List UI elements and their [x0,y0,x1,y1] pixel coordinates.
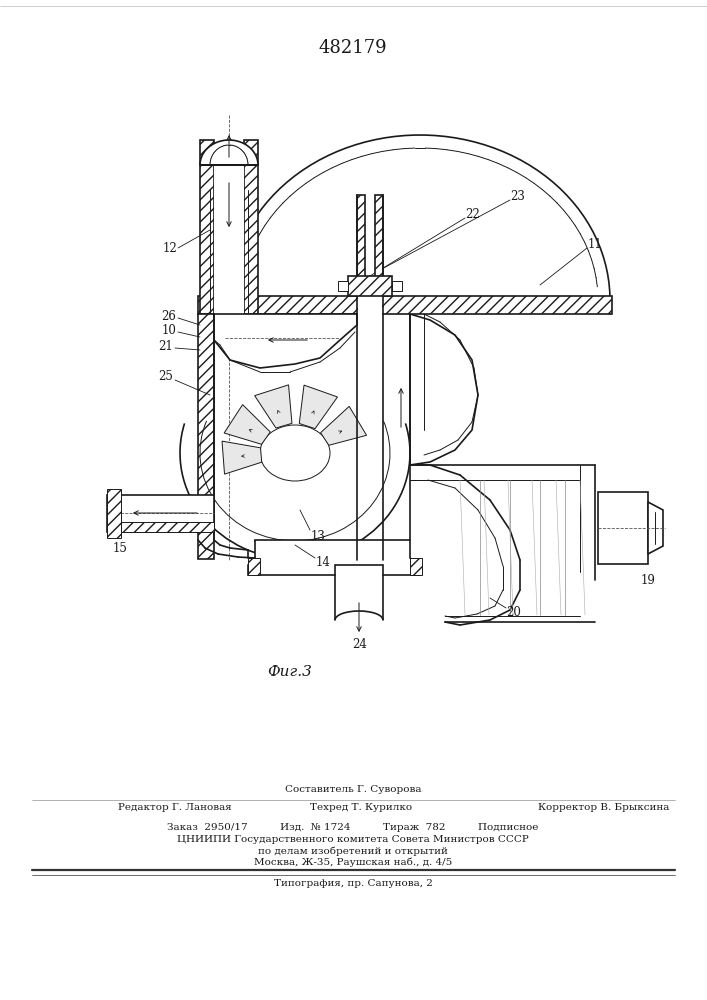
Text: ЦНИИПИ Государственного комитета Совета Министров СССР: ЦНИИПИ Государственного комитета Совета … [177,836,529,844]
Bar [358,295,382,560]
Text: 10: 10 [162,324,177,336]
Bar [198,314,214,559]
Text: 11: 11 [588,238,602,251]
Text: 24: 24 [353,638,368,650]
Bar [338,281,348,291]
Text: Техред Т. Курилко: Техред Т. Курилко [310,804,412,812]
Bar [375,195,383,295]
Polygon shape [648,502,663,554]
Polygon shape [224,405,270,444]
Text: Составитель Г. Суворова: Составитель Г. Суворова [285,784,421,794]
Bar [357,195,365,295]
Text: 13: 13 [310,530,325,542]
Polygon shape [222,441,262,474]
Text: 12: 12 [163,241,177,254]
Bar [107,489,121,538]
Bar [392,281,402,291]
Text: 22: 22 [466,209,480,222]
Bar [121,522,214,532]
Text: 482179: 482179 [319,39,387,57]
Text: 19: 19 [641,574,655,586]
Text: Москва, Ж-35, Раушская наб., д. 4/5: Москва, Ж-35, Раушская наб., д. 4/5 [254,857,452,867]
Bar [410,558,422,575]
Polygon shape [214,314,357,368]
Bar [598,492,648,564]
Polygon shape [255,385,292,428]
Polygon shape [230,135,610,300]
Bar [200,140,214,314]
Text: Корректор В. Брыксина: Корректор В. Брыксина [538,804,670,812]
Polygon shape [299,385,337,429]
Bar [348,276,392,296]
Polygon shape [248,540,420,575]
Bar [198,296,612,314]
Bar [214,165,244,314]
Text: 26: 26 [162,310,177,322]
Polygon shape [200,140,258,165]
Text: 21: 21 [158,340,173,354]
Bar [244,140,258,314]
Text: по делам изобретений и открытий: по делам изобретений и открытий [258,846,448,856]
Polygon shape [410,314,478,465]
Text: 14: 14 [315,556,330,568]
Text: 20: 20 [506,606,522,619]
Text: Фиг.3: Фиг.3 [267,665,312,679]
Text: 23: 23 [510,190,525,204]
Text: Типография, пр. Сапунова, 2: Типография, пр. Сапунова, 2 [274,880,433,888]
Polygon shape [320,406,366,445]
Text: 25: 25 [158,370,173,383]
Bar [248,558,260,575]
Text: 15: 15 [112,542,127,554]
Bar [107,495,214,532]
Text: Заказ  2950/17          Изд.  № 1724          Тираж  782          Подписное: Заказ 2950/17 Изд. № 1724 Тираж 782 Подп… [168,824,539,832]
Text: Редактор Г. Лановая: Редактор Г. Лановая [118,804,232,812]
